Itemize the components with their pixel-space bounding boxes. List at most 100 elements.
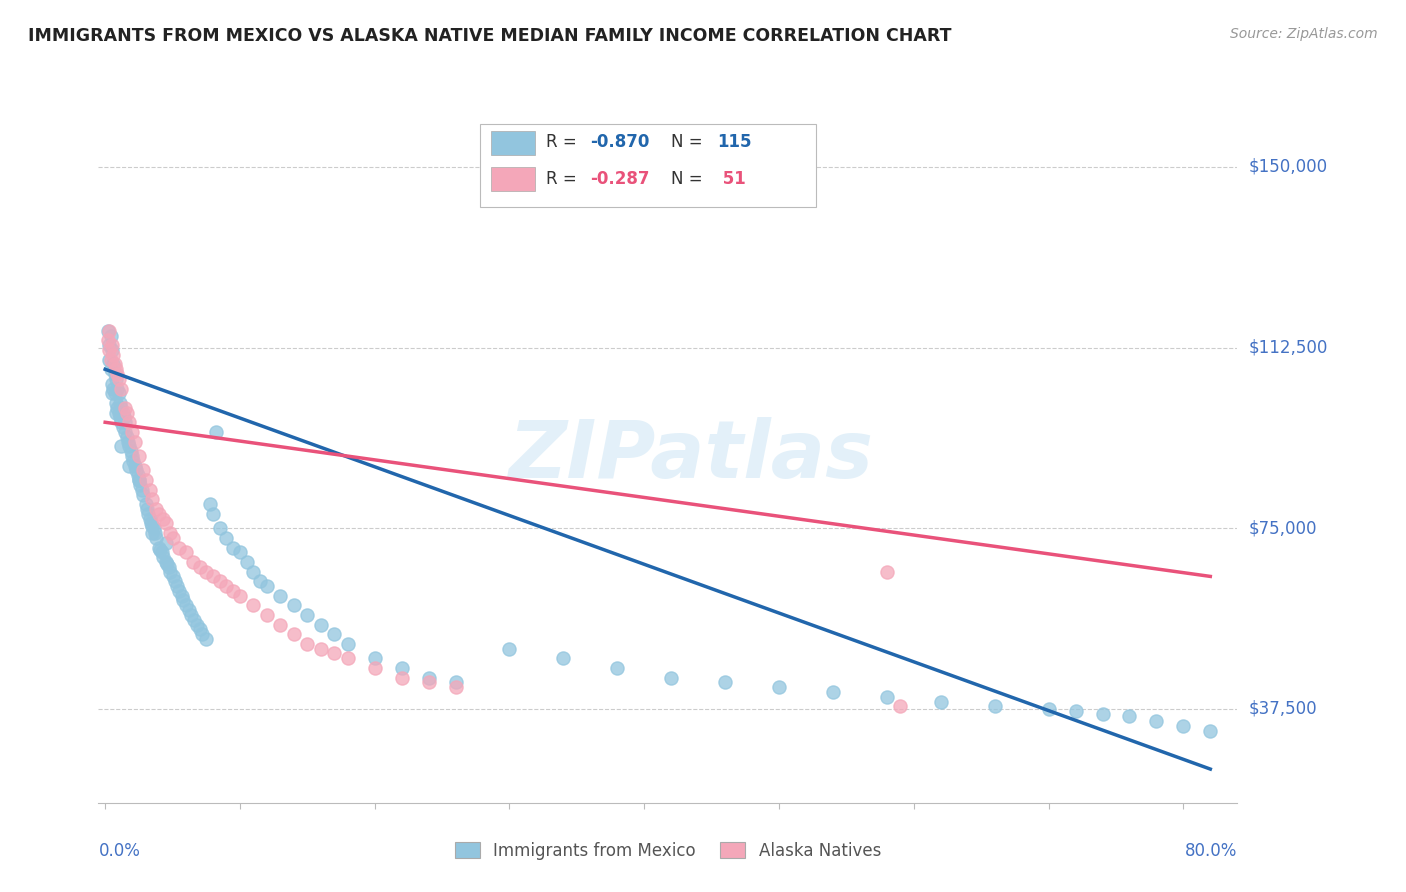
Point bbox=[283, 627, 305, 641]
Text: N =: N = bbox=[671, 169, 709, 187]
Point bbox=[159, 565, 181, 579]
Text: 0.0%: 0.0% bbox=[98, 842, 141, 860]
Text: -0.287: -0.287 bbox=[591, 169, 650, 187]
Point bbox=[103, 348, 125, 362]
Point bbox=[169, 541, 191, 555]
Point bbox=[235, 555, 257, 569]
Point bbox=[876, 690, 898, 704]
Point bbox=[177, 603, 200, 617]
Point bbox=[111, 406, 134, 420]
Point bbox=[283, 599, 305, 613]
Point bbox=[100, 352, 122, 367]
Point bbox=[183, 613, 205, 627]
Point bbox=[107, 372, 129, 386]
Point bbox=[180, 607, 202, 622]
Point bbox=[145, 531, 167, 545]
Point bbox=[141, 526, 163, 541]
Text: R =: R = bbox=[546, 134, 582, 152]
Point bbox=[114, 401, 136, 415]
Text: ZIPatlas: ZIPatlas bbox=[508, 417, 873, 495]
Point bbox=[659, 671, 682, 685]
Point bbox=[121, 425, 143, 439]
Point bbox=[249, 574, 271, 589]
Text: 51: 51 bbox=[717, 169, 745, 187]
Text: 115: 115 bbox=[717, 134, 751, 152]
Bar bbox=[491, 131, 534, 154]
Point bbox=[714, 675, 737, 690]
Point bbox=[208, 521, 231, 535]
Point bbox=[141, 519, 163, 533]
Point bbox=[105, 367, 128, 381]
Point bbox=[97, 324, 120, 338]
Point bbox=[222, 541, 245, 555]
Text: $37,500: $37,500 bbox=[1249, 700, 1317, 718]
Point bbox=[105, 382, 128, 396]
Point bbox=[138, 511, 160, 525]
Text: -0.870: -0.870 bbox=[591, 134, 650, 152]
Point bbox=[821, 685, 844, 699]
Point bbox=[166, 579, 188, 593]
Point bbox=[149, 542, 172, 557]
Point bbox=[195, 632, 218, 646]
Point bbox=[229, 589, 252, 603]
Point bbox=[553, 651, 575, 665]
Point bbox=[418, 671, 440, 685]
Point bbox=[768, 680, 790, 694]
Point bbox=[115, 430, 138, 444]
Point bbox=[208, 574, 231, 589]
Point bbox=[195, 565, 218, 579]
Point bbox=[136, 507, 159, 521]
Point bbox=[165, 574, 187, 589]
Point bbox=[876, 565, 898, 579]
Point bbox=[1064, 704, 1087, 718]
Point bbox=[148, 541, 170, 555]
Point bbox=[174, 599, 197, 613]
Point bbox=[323, 627, 346, 641]
Point bbox=[104, 362, 127, 376]
Point bbox=[107, 406, 129, 420]
Point bbox=[132, 487, 155, 501]
Point bbox=[101, 338, 124, 352]
Point bbox=[135, 473, 157, 487]
Point bbox=[138, 483, 160, 497]
Point bbox=[1144, 714, 1167, 728]
Text: IMMIGRANTS FROM MEXICO VS ALASKA NATIVE MEDIAN FAMILY INCOME CORRELATION CHART: IMMIGRANTS FROM MEXICO VS ALASKA NATIVE … bbox=[28, 27, 952, 45]
Point bbox=[121, 449, 143, 463]
Text: 80.0%: 80.0% bbox=[1185, 842, 1237, 860]
Point bbox=[323, 647, 346, 661]
Point bbox=[256, 579, 278, 593]
FancyBboxPatch shape bbox=[479, 124, 815, 207]
Point bbox=[889, 699, 911, 714]
Point bbox=[128, 473, 150, 487]
Point bbox=[108, 396, 131, 410]
Point bbox=[125, 463, 148, 477]
Point bbox=[110, 401, 132, 415]
Point bbox=[336, 637, 359, 651]
Text: N =: N = bbox=[671, 134, 709, 152]
Point bbox=[98, 338, 121, 352]
Point bbox=[152, 511, 174, 525]
Point bbox=[155, 555, 177, 569]
Point bbox=[157, 559, 180, 574]
Point bbox=[104, 367, 127, 381]
Point bbox=[444, 675, 467, 690]
Point bbox=[215, 579, 238, 593]
Point bbox=[112, 410, 135, 425]
Point bbox=[142, 521, 165, 535]
Point bbox=[104, 406, 127, 420]
Point bbox=[1118, 709, 1140, 723]
Point bbox=[309, 617, 332, 632]
Point bbox=[418, 675, 440, 690]
Point bbox=[118, 458, 141, 473]
Point bbox=[200, 497, 222, 511]
Point bbox=[364, 651, 387, 665]
Point bbox=[188, 623, 211, 637]
Point bbox=[105, 401, 128, 415]
Point bbox=[104, 386, 127, 401]
Point bbox=[929, 695, 952, 709]
Point bbox=[103, 382, 125, 396]
Point bbox=[1038, 702, 1060, 716]
Point bbox=[100, 362, 122, 376]
Point bbox=[103, 358, 125, 372]
Point bbox=[128, 449, 150, 463]
